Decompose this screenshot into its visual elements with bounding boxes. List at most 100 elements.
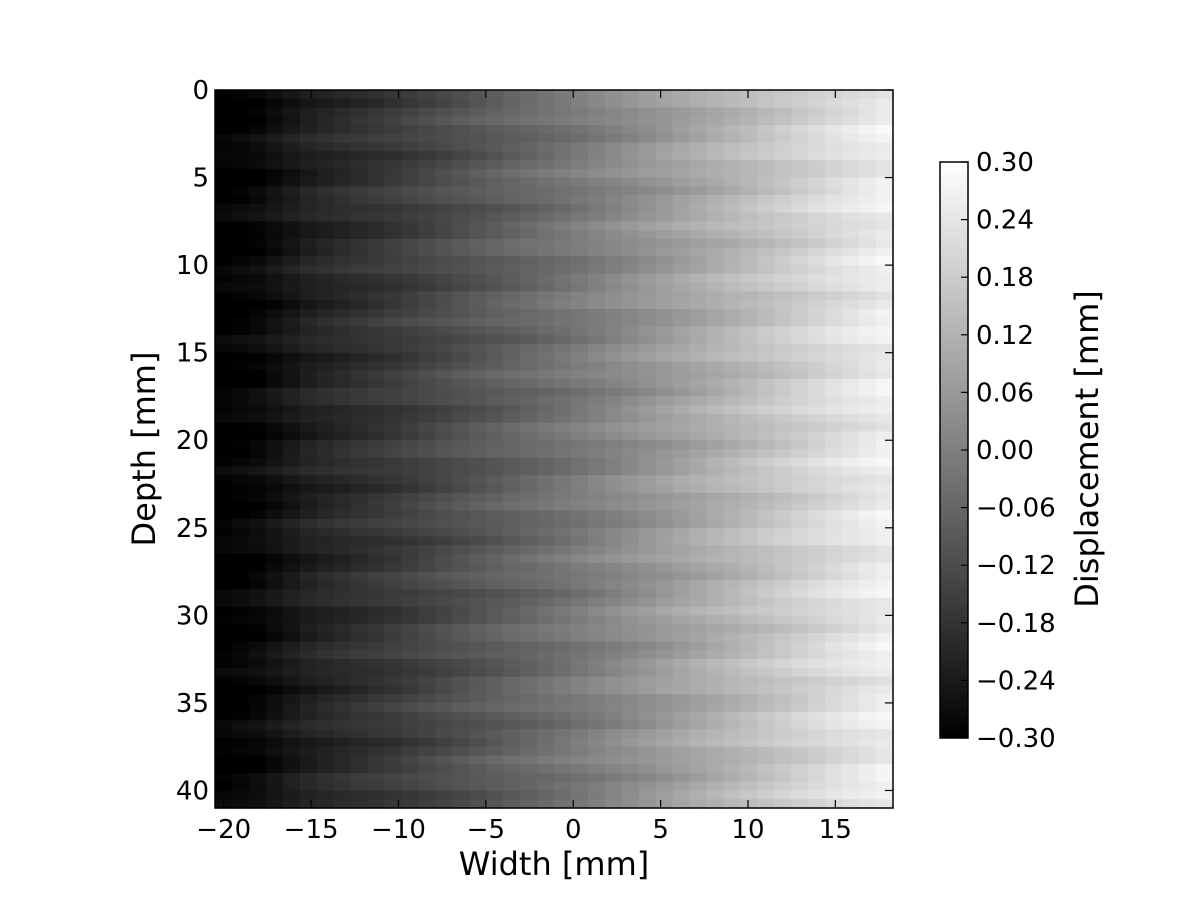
heatmap-cell (486, 142, 504, 152)
heatmap-cell (706, 116, 725, 126)
heatmap-cell (842, 247, 860, 257)
heatmap-cell (215, 554, 233, 564)
heatmap-cell (537, 536, 555, 546)
heatmap-cell (435, 387, 453, 398)
heatmap-cell (316, 702, 335, 713)
heatmap-cell (876, 519, 894, 529)
heatmap-cell (842, 212, 860, 222)
heatmap-cell (638, 799, 657, 809)
heatmap-cell (435, 781, 453, 792)
heatmap-cell (215, 772, 233, 783)
heatmap-cell (554, 116, 572, 126)
heatmap-cell (723, 676, 742, 687)
heatmap-cell (486, 317, 504, 328)
heatmap-cell (350, 659, 369, 669)
heatmap-cell (537, 580, 555, 590)
heatmap-cell (520, 212, 538, 222)
heatmap-cell (859, 676, 877, 687)
heatmap-cell (537, 440, 555, 450)
heatmap-cell (333, 781, 352, 792)
heatmap-cell (452, 527, 470, 538)
heatmap-cell (842, 755, 860, 765)
heatmap-cell (876, 247, 894, 257)
heatmap-cell (418, 90, 436, 100)
heatmap-cell (570, 396, 589, 406)
heatmap-cell (672, 484, 691, 494)
heatmap-cell (520, 326, 538, 336)
heatmap-cell (740, 308, 758, 319)
heatmap-cell (859, 624, 877, 634)
heatmap-cell (774, 457, 792, 468)
heatmap-cell (537, 98, 555, 109)
heatmap-cell (333, 641, 352, 651)
heatmap-cell (604, 203, 623, 214)
heatmap-cell (621, 343, 640, 354)
heatmap-cell (537, 685, 555, 695)
heatmap-cell (587, 212, 606, 222)
heatmap-cell (486, 90, 504, 100)
heatmap-cell (587, 527, 606, 538)
heatmap-cell (689, 501, 708, 511)
heatmap-cell (215, 247, 233, 257)
heatmap-cell (282, 589, 301, 599)
heatmap-cell (570, 203, 589, 214)
heatmap-cell (587, 571, 606, 581)
heatmap-cell (706, 440, 725, 450)
heatmap-cell (706, 352, 725, 363)
heatmap-cell (604, 755, 623, 765)
heatmap-cell (537, 203, 555, 214)
heatmap-cell (367, 702, 386, 713)
heatmap-cell (469, 168, 487, 179)
heatmap-cell (418, 764, 436, 774)
heatmap-cell (469, 343, 487, 354)
heatmap-cell (452, 212, 470, 222)
heatmap-cell (554, 422, 572, 433)
heatmap-cell (215, 694, 233, 704)
heatmap-cell (282, 308, 301, 319)
heatmap-cell (231, 396, 250, 406)
heatmap-cell (418, 580, 436, 590)
heatmap-cell (418, 597, 436, 608)
heatmap-cell (723, 378, 742, 389)
heatmap-cell (486, 449, 504, 459)
heatmap-cell (537, 116, 555, 126)
heatmap-cell (791, 667, 809, 678)
heatmap-cell (587, 168, 606, 179)
heatmap-cell (740, 580, 758, 590)
heatmap-cell (231, 501, 250, 511)
heatmap-cell (706, 562, 725, 573)
heatmap-cell (570, 370, 589, 380)
heatmap-cell (570, 562, 589, 573)
heatmap-cell (706, 387, 725, 398)
heatmap-cell (791, 545, 809, 555)
heatmap-cell (299, 755, 318, 765)
heatmap-cell (384, 291, 403, 301)
x-tick-label: −20 (196, 815, 251, 845)
heatmap-cell (774, 790, 792, 800)
heatmap-cell (401, 755, 419, 765)
heatmap-cell (876, 764, 894, 774)
heatmap-cell (248, 527, 267, 538)
heatmap-cell (808, 378, 826, 389)
heatmap-cell (418, 308, 436, 319)
heatmap-cell (689, 230, 708, 240)
heatmap-cell (248, 195, 267, 205)
heatmap-cell (299, 116, 318, 126)
heatmap-cell (435, 720, 453, 730)
heatmap-cell (706, 335, 725, 345)
heatmap-cell (282, 772, 301, 783)
heatmap-cell (333, 142, 352, 152)
heatmap-cell (825, 186, 843, 196)
heatmap-cell (774, 273, 792, 284)
heatmap-cell (248, 667, 267, 678)
heatmap-cell (689, 659, 708, 669)
heatmap-cell (859, 702, 877, 713)
heatmap-cell (723, 300, 742, 310)
heatmap-cell (384, 326, 403, 336)
heatmap-cell (350, 615, 369, 625)
heatmap-cell (248, 107, 267, 117)
heatmap-cell (435, 133, 453, 144)
heatmap-cell (418, 562, 436, 573)
heatmap-cell (723, 107, 742, 117)
heatmap-cell (554, 387, 572, 398)
